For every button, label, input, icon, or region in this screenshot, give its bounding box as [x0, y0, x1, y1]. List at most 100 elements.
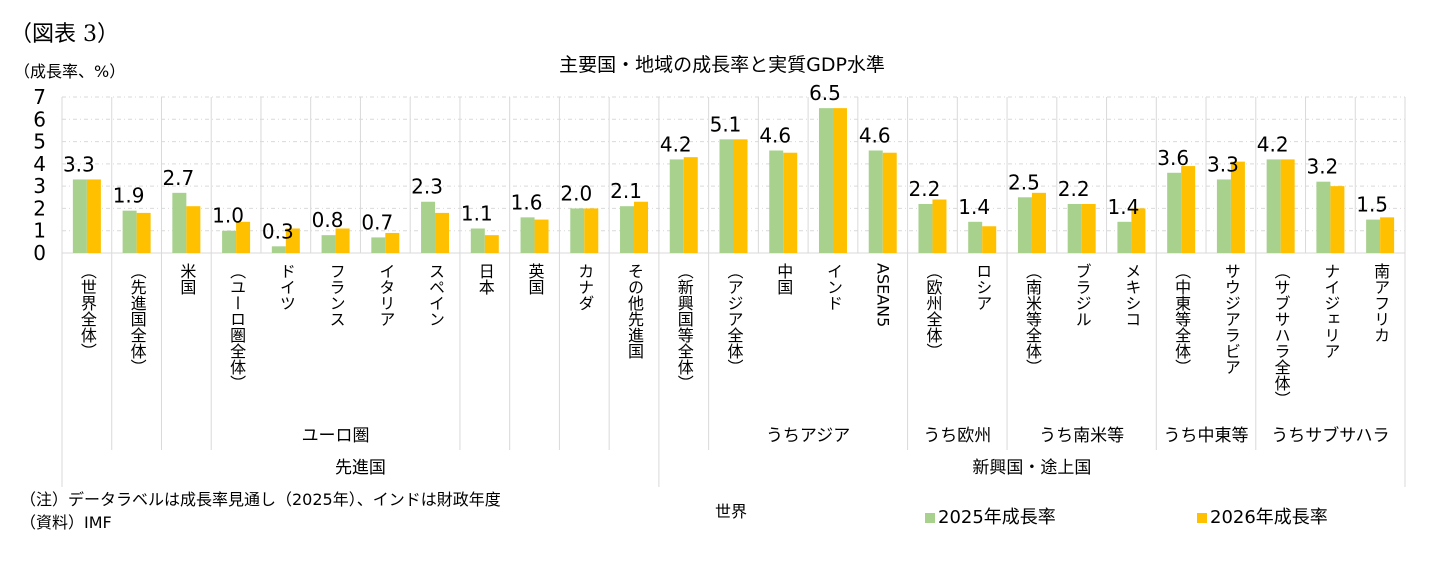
bar-2025	[1316, 181, 1331, 253]
data-label: 0.7	[361, 210, 393, 234]
group-label: うち中東等	[1163, 426, 1249, 446]
bar-2025	[1167, 172, 1182, 253]
data-label: 3.6	[1157, 146, 1189, 170]
category-label: ASEAN5	[873, 263, 893, 328]
data-label: 2.7	[162, 166, 194, 190]
bar-2025	[968, 221, 983, 253]
category-label: （ユーロ圏全体）	[227, 263, 247, 391]
legend-item-2025: 2025年成長率	[925, 507, 1056, 529]
category-label: 中国	[774, 263, 794, 295]
bar-2025	[1216, 179, 1231, 253]
data-label: 3.3	[1207, 152, 1239, 176]
bar-2026	[634, 201, 649, 253]
bar-2025	[470, 228, 485, 253]
bar-2026	[1031, 192, 1046, 253]
category-label: カナダ	[575, 263, 595, 311]
category-label: （アジア全体）	[724, 263, 744, 375]
group-label: 先進国	[334, 458, 386, 478]
category-label: メキシコ	[1122, 263, 1142, 327]
bar-2025	[570, 208, 585, 253]
legend-label-2026: 2026年成長率	[1210, 507, 1328, 528]
category-label: 米国	[177, 263, 197, 295]
bar-2026	[236, 221, 251, 253]
bar-2026	[1181, 166, 1196, 253]
legend-label-2025: 2025年成長率	[938, 507, 1056, 528]
data-label: 5.1	[710, 112, 742, 136]
bar-2025	[172, 192, 187, 253]
data-label: 1.4	[1108, 195, 1140, 219]
legend-swatch-2025	[925, 513, 935, 523]
y-tick-label: 2	[33, 196, 46, 220]
y-tick-label: 7	[33, 85, 46, 109]
y-tick-label: 0	[33, 241, 46, 265]
data-label: 4.6	[859, 123, 891, 147]
bar-2025	[371, 237, 386, 253]
data-label: 1.6	[511, 190, 543, 214]
bar-2026	[435, 212, 450, 253]
y-tick-label: 3	[33, 174, 46, 198]
data-label: 3.3	[63, 152, 95, 176]
category-label: （欧州全体）	[923, 263, 943, 359]
category-label: その他先進国	[625, 263, 645, 359]
data-label: 4.2	[660, 132, 692, 156]
data-label: 2.0	[560, 181, 592, 205]
data-label: 3.2	[1306, 155, 1338, 179]
group-label: 新興国・途上国	[972, 458, 1092, 478]
legend-swatch-2026	[1197, 513, 1207, 523]
bar-2026	[832, 108, 847, 254]
group-label: うちアジア	[765, 426, 851, 446]
bar-2025	[918, 203, 933, 253]
bar-2026	[86, 179, 101, 253]
bar-2025	[271, 246, 286, 253]
category-label: （サブサハラ全体）	[1271, 263, 1291, 407]
bar-2025	[1017, 197, 1032, 253]
bar-2026	[982, 226, 997, 253]
bar-2025	[620, 206, 635, 253]
bar-2025	[1067, 203, 1082, 253]
bar-2025	[1266, 159, 1281, 253]
data-label: 1.1	[461, 201, 493, 225]
bar-2026	[1131, 208, 1146, 253]
data-label: 2.2	[1058, 177, 1090, 201]
category-label: 日本	[475, 263, 495, 295]
category-label: （南米等全体）	[1022, 263, 1042, 375]
bar-2026	[1280, 159, 1295, 253]
data-label: 0.8	[312, 208, 344, 232]
bar-2026	[285, 228, 300, 253]
data-label: 1.4	[958, 195, 990, 219]
bar-2025	[1117, 221, 1132, 253]
data-label: 0.3	[262, 219, 294, 243]
data-label: 6.5	[809, 81, 841, 105]
category-label: 英国	[525, 263, 545, 295]
bar-2025	[122, 210, 137, 253]
bar-2025	[669, 159, 684, 253]
category-label: 南アフリカ	[1371, 263, 1391, 343]
category-label: （先進国全体）	[127, 263, 147, 375]
bar-2026	[385, 232, 400, 253]
bar-2025	[421, 201, 436, 253]
bar-2026	[1081, 203, 1096, 253]
bar-2025	[868, 150, 883, 253]
bar-2026	[1330, 186, 1345, 253]
bar-2026	[584, 208, 599, 253]
category-label: （新興国等全体）	[674, 263, 694, 391]
bar-2025	[222, 230, 237, 253]
source-note: （資料）IMF	[20, 513, 112, 532]
data-label: 2.2	[909, 177, 941, 201]
group-label: うち南米等	[1039, 426, 1125, 446]
figure-label: （図表 3）	[10, 22, 119, 47]
bar-2026	[783, 152, 798, 253]
bar-2025	[321, 235, 336, 253]
group-label: うち欧州	[923, 426, 992, 446]
category-label: スペイン	[426, 263, 446, 327]
category-label: サウジアラビア	[1221, 263, 1241, 375]
category-label: （中東等全体）	[1172, 263, 1192, 375]
category-label: ブラジル	[1072, 263, 1092, 327]
data-label: 1.5	[1356, 193, 1388, 217]
footnote: （注）データラベルは成長率見通し（2025年）、インドは財政年度	[20, 490, 501, 509]
y-tick-label: 4	[33, 152, 46, 176]
bar-2026	[136, 212, 151, 253]
bar-2025	[520, 217, 535, 253]
legend-item-2026: 2026年成長率	[1197, 507, 1328, 529]
